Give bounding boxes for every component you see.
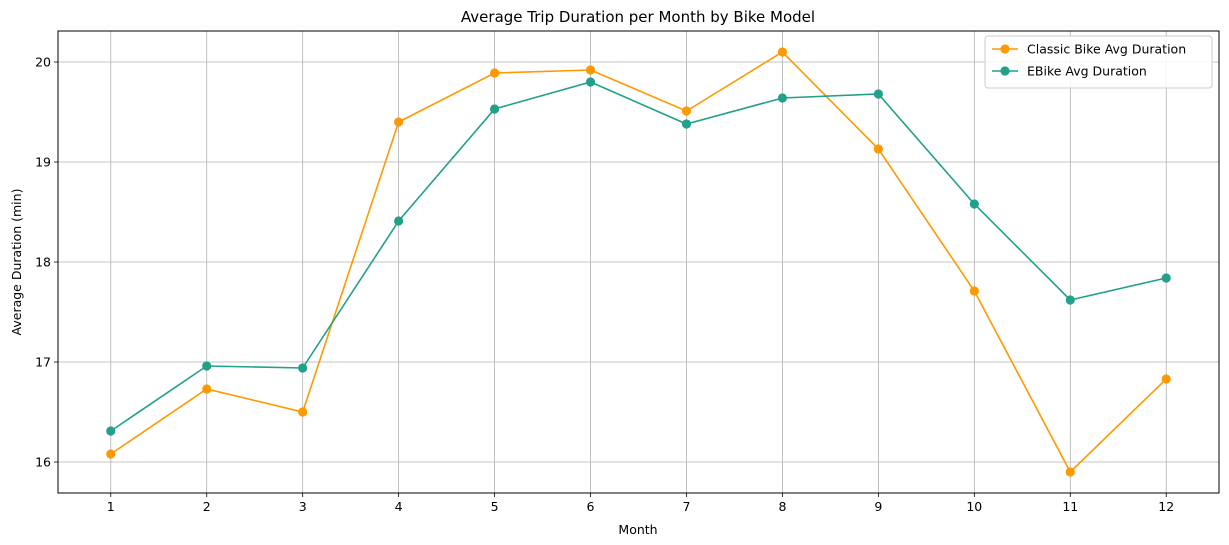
data-point (681, 106, 692, 116)
x-tick-label: 12 (1158, 499, 1174, 514)
data-point (681, 119, 692, 129)
data-point (1161, 273, 1171, 283)
y-tick-label: 20 (35, 55, 51, 70)
y-tick-label: 19 (35, 155, 51, 170)
data-point (106, 426, 116, 436)
grid-lines (58, 31, 1219, 493)
data-point (969, 199, 979, 209)
data-point (202, 361, 212, 371)
series-lines (106, 47, 1171, 477)
legend-label: Classic Bike Avg Duration (1027, 42, 1186, 57)
data-point (106, 449, 116, 459)
chart-title: Average Trip Duration per Month by Bike … (461, 8, 815, 26)
x-tick-label: 8 (778, 499, 786, 514)
y-tick-label: 18 (35, 255, 51, 270)
data-point (394, 216, 404, 226)
x-tick-label: 2 (203, 499, 211, 514)
y-tick-label: 16 (35, 455, 51, 470)
data-point (298, 407, 308, 417)
data-point (394, 117, 404, 127)
legend-marker (1000, 66, 1010, 76)
data-point (202, 384, 212, 394)
legend: Classic Bike Avg Duration EBike Avg Durat… (984, 35, 1213, 89)
series-1 (106, 47, 1171, 477)
x-tick-label: 7 (682, 499, 690, 514)
data-point (873, 144, 883, 154)
x-tick-label: 4 (395, 499, 403, 514)
x-axis-label: Month (618, 522, 657, 537)
legend-label: EBike Avg Duration (1027, 64, 1147, 79)
x-tick-label: 11 (1062, 499, 1078, 514)
data-point (489, 68, 500, 78)
x-tick-label: 10 (966, 499, 982, 514)
legend-box (984, 35, 1213, 89)
x-tick-label: 5 (491, 499, 499, 514)
x-axis: 1 2 3 4 5 6 7 8 9 10 11 12 (107, 493, 1174, 514)
data-point (585, 77, 596, 87)
y-axis-label: Average Duration (min) (9, 189, 24, 336)
series-line (110, 50, 1167, 474)
x-tick-label: 1 (107, 499, 115, 514)
y-axis: 16 17 18 19 20 (35, 55, 58, 470)
data-point (777, 93, 788, 103)
y-tick-label: 17 (35, 355, 51, 370)
data-point (489, 104, 500, 114)
x-tick-label: 6 (587, 499, 595, 514)
data-point (1161, 374, 1171, 384)
data-point (873, 89, 883, 99)
data-point (585, 65, 596, 75)
legend-marker (1000, 44, 1010, 54)
x-tick-label: 9 (874, 499, 882, 514)
series-line (110, 81, 1167, 432)
data-point (1065, 295, 1075, 305)
x-tick-label: 3 (299, 499, 307, 514)
data-point (969, 286, 979, 296)
data-point (1065, 467, 1075, 477)
data-point (777, 47, 788, 57)
series-2 (106, 77, 1171, 436)
data-point (298, 363, 308, 373)
